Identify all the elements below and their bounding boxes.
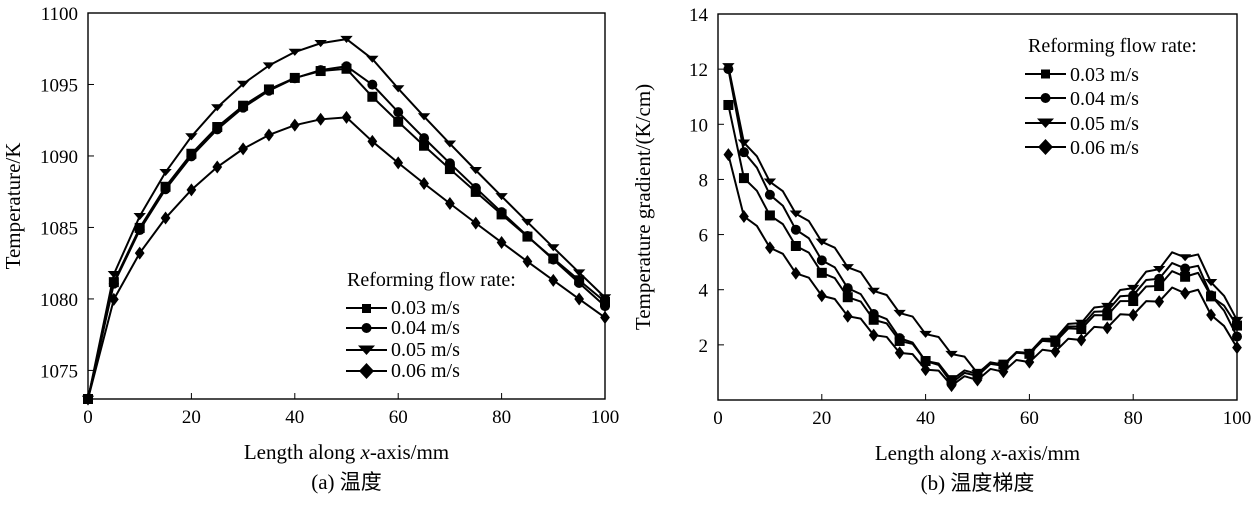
svg-text:0.06 m/s: 0.06 m/s — [1070, 137, 1139, 159]
svg-text:0.04 m/s: 0.04 m/s — [1070, 88, 1139, 110]
svg-text:1085: 1085 — [40, 218, 78, 239]
svg-text:0.03 m/s: 0.03 m/s — [391, 297, 460, 319]
svg-text:4: 4 — [699, 281, 709, 302]
svg-text:8: 8 — [699, 170, 709, 191]
svg-text:20: 20 — [812, 408, 831, 429]
svg-text:Reforming flow rate:: Reforming flow rate: — [347, 269, 516, 291]
svg-text:0.05 m/s: 0.05 m/s — [391, 339, 460, 361]
svg-text:80: 80 — [492, 407, 511, 428]
svg-text:0.06 m/s: 0.06 m/s — [391, 360, 460, 382]
svg-text:2: 2 — [699, 336, 709, 357]
svg-text:100: 100 — [1223, 408, 1252, 429]
svg-text:Reforming flow rate:: Reforming flow rate: — [1028, 35, 1197, 57]
svg-text:40: 40 — [916, 408, 935, 429]
svg-text:(b) 温度梯度: (b) 温度梯度 — [921, 471, 1035, 495]
svg-text:0: 0 — [713, 408, 723, 429]
svg-text:Length along x-axis/mm: Length along x-axis/mm — [244, 440, 449, 464]
svg-text:100: 100 — [591, 407, 620, 428]
svg-text:Temperature gradient/(K/cm): Temperature gradient/(K/cm) — [631, 84, 655, 330]
svg-text:6: 6 — [699, 226, 709, 247]
svg-text:(a) 温度: (a) 温度 — [311, 470, 382, 494]
svg-text:40: 40 — [285, 407, 304, 428]
svg-text:1100: 1100 — [41, 4, 78, 25]
svg-text:1075: 1075 — [40, 361, 78, 382]
svg-text:14: 14 — [689, 5, 709, 26]
svg-text:1080: 1080 — [40, 290, 78, 311]
svg-text:60: 60 — [1020, 408, 1039, 429]
svg-text:0.04 m/s: 0.04 m/s — [391, 317, 460, 339]
svg-text:1095: 1095 — [40, 75, 78, 96]
svg-text:20: 20 — [182, 407, 201, 428]
svg-text:0.05 m/s: 0.05 m/s — [1070, 113, 1139, 135]
svg-text:0: 0 — [83, 407, 93, 428]
svg-text:Temperature/K: Temperature/K — [1, 143, 25, 270]
svg-text:1090: 1090 — [40, 147, 78, 168]
svg-text:12: 12 — [689, 60, 708, 81]
svg-text:Length along x-axis/mm: Length along x-axis/mm — [875, 441, 1080, 465]
svg-text:60: 60 — [389, 407, 408, 428]
svg-text:10: 10 — [689, 115, 708, 136]
svg-text:80: 80 — [1124, 408, 1143, 429]
svg-text:0.03 m/s: 0.03 m/s — [1070, 64, 1139, 86]
